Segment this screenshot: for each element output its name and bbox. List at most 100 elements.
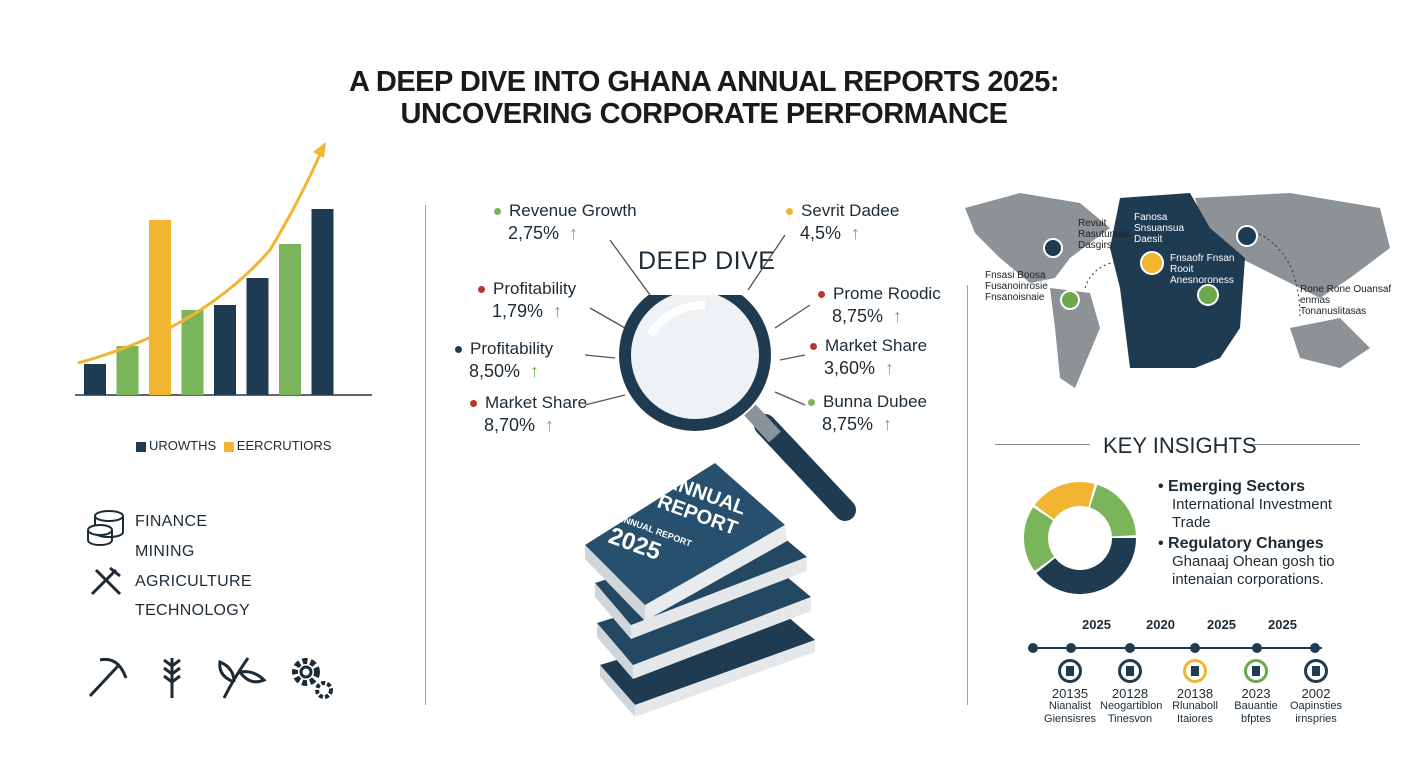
cactus-icon: [1183, 659, 1207, 683]
timeline-item-year: 20135: [1051, 686, 1089, 701]
arrow-up-icon: ↑: [893, 306, 903, 326]
annual-report-books: ANNUAL REPORT ANNUAL REPORT 2025: [585, 463, 815, 717]
wheat-icon: [163, 658, 181, 698]
connector-lines: [584, 234, 811, 406]
timeline-item-year: 2002: [1301, 686, 1331, 701]
donut-slice: [1024, 507, 1055, 571]
metric-label: Market Share: [485, 393, 588, 412]
plant-icon: [218, 657, 267, 699]
bar: [181, 310, 204, 395]
timeline-item: 20138 Rlunaboll Itaiores: [1165, 687, 1225, 726]
timeline-item-text: Nianalist: [1048, 700, 1092, 712]
bullet-dot: [470, 400, 477, 408]
gears-icon: [292, 658, 333, 699]
hammer-pick-icon: [90, 566, 122, 596]
timeline-dot: [1066, 643, 1076, 653]
bullet-dot: [808, 399, 815, 407]
timeline-item-text: bfptes: [1241, 713, 1271, 725]
arrow-up-icon: ↑: [553, 301, 563, 321]
bullet-dot: [494, 208, 501, 216]
metric-value: 4,5%: [800, 223, 842, 243]
metric-label: Profitability: [493, 279, 577, 298]
bar: [116, 346, 139, 395]
metric-value: 8,50%: [469, 361, 521, 381]
map-pin-icon: [1043, 225, 1258, 310]
insight-text: intenaian corporations.: [1172, 571, 1324, 588]
map-label: Fanosa Snsuansua Daesit: [1134, 212, 1185, 245]
metric-value: 1,79%: [492, 301, 544, 321]
divider-left: [425, 205, 426, 705]
bar: [149, 220, 171, 395]
timeline-item-text: Giensisres: [1044, 713, 1096, 725]
deep-dive-label: DEEP DIVE: [638, 247, 776, 275]
bar: [279, 244, 301, 395]
timeline-dot: [1252, 643, 1262, 653]
metric-right: Market Share 3,60% ↑: [810, 335, 927, 379]
heading-rule: [995, 444, 1090, 445]
timeline-item: 2023 Bauantie bfptes: [1226, 687, 1286, 726]
timeline-year: 2025: [1082, 617, 1111, 632]
pickaxe-icon: [88, 657, 128, 698]
heading-rule: [1250, 444, 1360, 445]
metric-left: Profitability 1,79% ↑: [478, 278, 576, 322]
insight-title: • Emerging Sectors: [1158, 478, 1305, 495]
timeline-item-text: Neogartiblon: [1100, 700, 1163, 712]
arrow-up-icon: ↑: [545, 415, 555, 435]
bullet-dot: [810, 343, 817, 351]
sector-technology: TECHNOLOGY: [135, 602, 251, 619]
insight-2: • Regulatory Changes Ghanaaj Ohean gosh …: [1158, 535, 1335, 589]
timeline-item-text: irnspries: [1295, 713, 1337, 725]
timeline-item-text: Itaiores: [1176, 713, 1214, 725]
timeline-item-text: Bauantie: [1234, 700, 1278, 712]
timeline-item-year: 20128: [1111, 686, 1149, 701]
metric-right: Sevrit Dadee 4,5% ↑: [786, 200, 899, 244]
timeline-item: 20128 Neogartiblon Tinesvon: [1100, 686, 1163, 726]
page-title: A DEEP DIVE INTO GHANA ANNUAL REPORTS 20…: [348, 66, 1060, 98]
donut-slice: [1036, 537, 1136, 594]
map-label: Revuit Rasutuniais Dasgirs: [1078, 218, 1131, 251]
divider-right: [967, 285, 968, 705]
timeline-item-text: Oapinsties: [1290, 700, 1342, 712]
map-label: Rone Rone Ouansaf enmas Tonanuslitasas: [1300, 284, 1392, 317]
metric-left: Market Share 8,70% ↑: [470, 392, 587, 436]
timeline-dot: [1190, 643, 1200, 653]
metric-label: Bunna Dubee: [823, 392, 927, 411]
metric-value: 8,70%: [484, 415, 536, 435]
timeline-dot: [1028, 643, 1038, 653]
legend-swatch-dark: [136, 441, 146, 452]
metric-label: Sevrit Dadee: [801, 201, 900, 220]
metric-label: Market Share: [825, 336, 928, 355]
metric-value: 2,75%: [508, 223, 560, 243]
metric-value: 3,60%: [824, 358, 876, 378]
bullet-dot: [478, 286, 485, 294]
sector-icons-row: [88, 657, 333, 699]
timeline-year: 2020: [1146, 617, 1175, 632]
person-icon: [1058, 659, 1082, 683]
metric-left: Revenue Growth 2,75% ↑: [494, 200, 637, 244]
bullet-dot: [818, 291, 825, 299]
map-label: Fnsaofr Fnsan Rooit Anesnoroness: [1170, 253, 1235, 286]
tools-icon: [1304, 659, 1328, 683]
insight-text: Trade: [1172, 514, 1211, 531]
arrow-up-icon: ↑: [851, 223, 861, 243]
legend-label: EERCRUTIORS: [236, 438, 332, 453]
arrow-up-icon: ↑: [883, 414, 893, 434]
arrow-up-icon: ↑: [530, 361, 540, 381]
page-subtitle: UNCOVERING CORPORATE PERFORMANCE: [400, 98, 1009, 130]
legend-label: UROWTHS: [149, 438, 217, 453]
bar: [214, 305, 236, 395]
chart-legend: UROWTHS EERCRUTIORS: [136, 438, 331, 453]
insight-title: • Regulatory Changes: [1158, 535, 1324, 552]
sector-agriculture: AGRICULTURE: [135, 573, 252, 590]
metric-label: Prome Roodic: [833, 284, 941, 303]
insight-1: • Emerging Sectors International Investm…: [1158, 478, 1332, 532]
trend-line: [77, 149, 324, 365]
insight-text: Ghanaaj Ohean gosh tio: [1172, 553, 1335, 570]
timeline-dot: [1310, 643, 1320, 653]
legend-swatch-orange: [223, 441, 234, 452]
timeline-line: [1032, 647, 1322, 649]
arrow-up-icon: ↑: [885, 358, 895, 378]
trend-arrow-icon: [313, 142, 326, 158]
bar: [84, 364, 106, 395]
metric-label: Revenue Growth: [509, 201, 637, 220]
